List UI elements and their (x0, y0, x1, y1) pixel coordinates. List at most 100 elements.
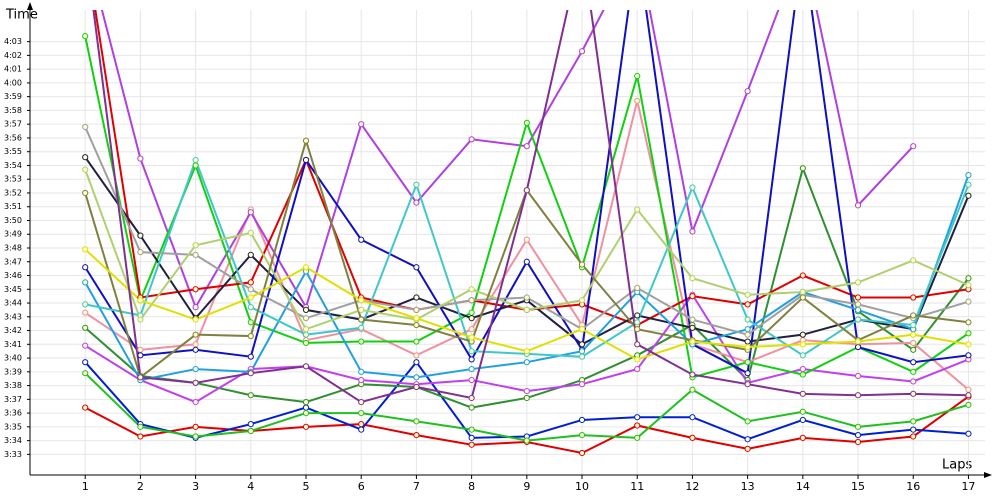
y-tick-label: 3:47 (4, 257, 22, 266)
point-marker (689, 414, 696, 421)
point-marker (358, 121, 365, 128)
point-marker (910, 321, 917, 329)
point-marker (799, 371, 806, 378)
y-tick-label: 3:44 (4, 299, 22, 308)
point-marker (192, 242, 199, 249)
x-tick-label: 11 (630, 480, 644, 493)
point-marker (965, 181, 972, 188)
point-marker (413, 432, 420, 439)
point-marker (854, 343, 862, 351)
point-marker (247, 420, 254, 428)
y-tick-label: 3:38 (4, 381, 22, 390)
point-marker (192, 162, 199, 169)
y-tick-label: 3:36 (4, 409, 22, 418)
x-tick-label: 7 (413, 480, 420, 493)
point-marker (413, 321, 420, 329)
point-marker (578, 348, 586, 355)
y-tick-label: 3:56 (4, 133, 22, 142)
point-marker (413, 306, 420, 314)
series-line (100, 10, 914, 310)
point-marker (137, 374, 144, 381)
point-marker (302, 398, 310, 406)
point-marker (302, 363, 310, 370)
point-marker (523, 394, 530, 402)
point-marker (413, 264, 420, 271)
point-marker (854, 202, 862, 209)
y-tick-label: 3:54 (4, 161, 22, 170)
point-marker (413, 352, 420, 359)
point-marker (468, 376, 475, 384)
point-marker (192, 423, 199, 430)
point-marker (413, 294, 420, 301)
point-marker (82, 154, 89, 161)
point-marker (965, 386, 972, 393)
y-tick-label: 3:35 (4, 422, 22, 431)
point-marker (468, 356, 475, 363)
point-marker (799, 416, 806, 424)
y-tick-label: 3:42 (4, 326, 22, 335)
point-marker (468, 348, 475, 355)
point-marker (910, 418, 917, 425)
point-marker (523, 187, 530, 194)
point-marker (689, 324, 696, 331)
point-marker (413, 199, 420, 206)
point-marker (358, 306, 365, 314)
point-marker (578, 416, 586, 424)
point-marker (854, 372, 862, 380)
x-tick-label: 9 (523, 480, 530, 493)
x-tick-label: 10 (575, 480, 589, 493)
x-tick-label: 14 (796, 480, 810, 493)
point-marker (358, 316, 365, 323)
point-marker (744, 381, 751, 388)
point-marker (137, 297, 144, 304)
point-marker (799, 331, 806, 338)
point-marker (468, 297, 475, 304)
y-tick-label: 3:43 (4, 312, 22, 321)
point-marker (634, 422, 641, 429)
point-marker (799, 365, 806, 373)
point-marker (82, 166, 89, 173)
point-marker (523, 143, 530, 150)
point-marker (799, 165, 806, 172)
point-marker (302, 423, 310, 430)
point-marker (744, 370, 751, 377)
point-marker (192, 341, 199, 348)
point-marker (413, 383, 420, 391)
point-marker (910, 368, 917, 375)
y-tick-label: 3:46 (4, 271, 22, 280)
point-marker (910, 143, 917, 150)
point-marker (910, 390, 917, 397)
y-tick-label: 3:57 (4, 120, 22, 129)
point-marker (413, 315, 420, 322)
point-marker (468, 309, 475, 316)
point-marker (523, 294, 530, 301)
point-marker (247, 251, 254, 258)
y-tick-label: 3:39 (4, 367, 22, 376)
point-marker (302, 156, 310, 164)
point-marker (137, 346, 144, 353)
point-marker (468, 286, 475, 293)
point-marker (744, 88, 751, 95)
point-marker (523, 359, 530, 366)
point-marker (358, 338, 365, 345)
point-marker (854, 423, 862, 430)
point-marker (247, 370, 254, 377)
point-marker (247, 319, 254, 326)
y-tick-label: 3:53 (4, 175, 22, 184)
point-marker (910, 339, 917, 347)
point-marker (578, 381, 586, 388)
point-marker (744, 343, 751, 351)
point-marker (965, 319, 972, 326)
point-marker (302, 326, 310, 333)
point-marker (634, 284, 641, 291)
point-marker (965, 392, 972, 399)
y-tick-label: 3:49 (4, 230, 22, 239)
y-tick-label: 4:00 (4, 78, 22, 87)
point-marker (192, 398, 199, 406)
point-marker (854, 301, 862, 308)
point-marker (247, 427, 254, 435)
point-marker (82, 246, 89, 253)
point-marker (137, 423, 144, 430)
point-marker (965, 352, 972, 359)
